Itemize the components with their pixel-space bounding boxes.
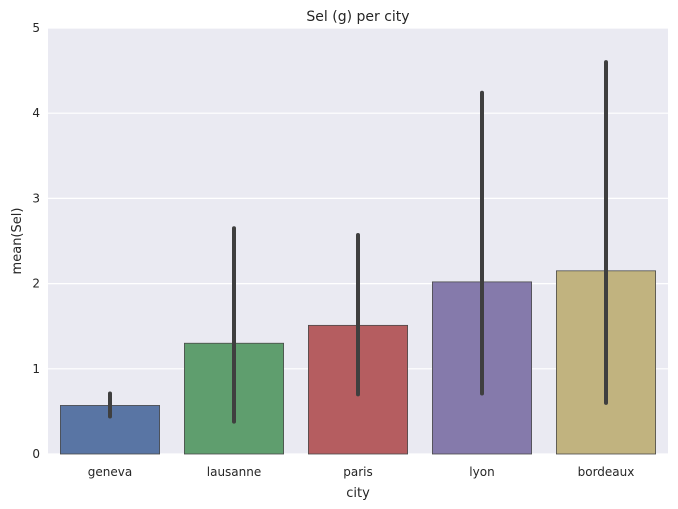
- y-tick-label: 2: [32, 277, 40, 291]
- x-tick-label-bordeaux: bordeaux: [578, 465, 635, 479]
- x-tick-label-paris: paris: [343, 465, 373, 479]
- x-tick-label-lausanne: lausanne: [207, 465, 262, 479]
- y-tick-label: 0: [32, 447, 40, 461]
- y-tick-label: 1: [32, 362, 40, 376]
- x-tick-labels: geneva lausanne paris lyon bordeaux: [88, 465, 635, 479]
- chart-title: Sel (g) per city: [306, 9, 409, 25]
- x-tick-label-lyon: lyon: [469, 465, 494, 479]
- x-tick-label-geneva: geneva: [88, 465, 132, 479]
- y-axis-label: mean(Sel): [10, 208, 25, 275]
- error-bars: [108, 60, 608, 424]
- y-tick-label: 5: [32, 21, 40, 35]
- x-axis-label: city: [346, 486, 370, 501]
- y-tick-label: 4: [32, 106, 40, 120]
- y-tick-label: 3: [32, 191, 40, 205]
- y-tick-labels: 0 1 2 3 4 5: [32, 21, 40, 461]
